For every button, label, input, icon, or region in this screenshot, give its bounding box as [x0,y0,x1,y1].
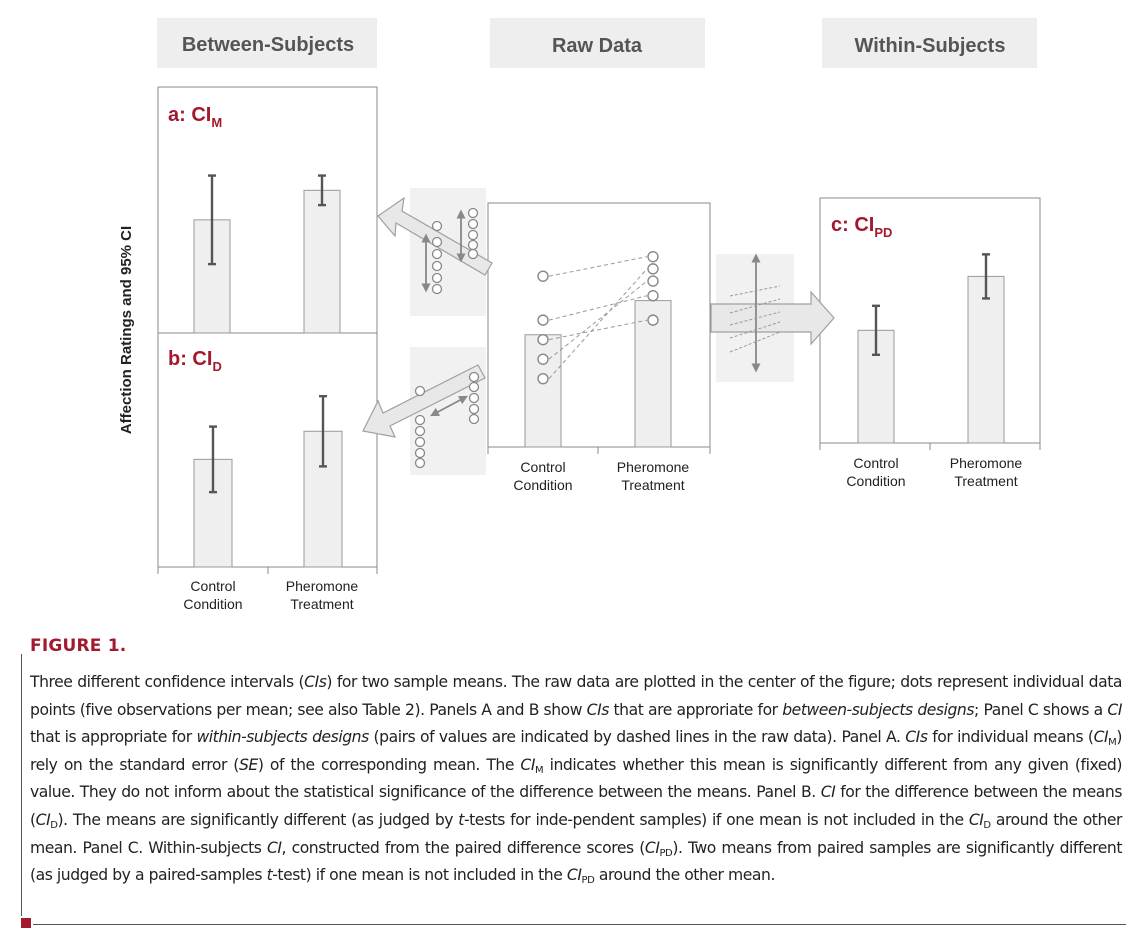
header-box-within [822,18,1037,68]
y-axis-label: Affection Ratings and 95% CI [118,226,135,434]
header-box-between [157,18,377,68]
raw-data-point-pheromone-0 [647,250,659,263]
raw-data-point-pheromone-3 [647,275,659,287]
panel-raw-ticks [487,447,711,454]
raw-mean-bar-0 [524,334,562,448]
raw-data-point-control-4 [537,372,549,385]
bottom-accent-square [21,918,31,928]
raw-pair-line-0 [548,256,648,277]
panel-c-bar-1 [967,275,1005,444]
raw-pair-line-2 [548,319,648,341]
panel-a-bar-1 [303,189,341,334]
caption-accent-rule [21,654,22,916]
panel-a-frame [157,86,378,333]
figure-caption-text: Three different confidence intervals (CI… [30,673,1123,887]
panel-b-title: b: CID [168,348,222,374]
arrow-to-panel-a [377,188,493,316]
figure-caption-heading: FIGURE 1. [30,636,127,656]
raw-data-point-pheromone-2 [647,314,659,326]
arrow-to-panel-c [710,253,835,382]
raw-pair-line-4 [548,268,648,380]
panel-b-ticks [157,567,378,574]
panel-a-title: a: CIM [168,104,222,130]
raw-pair-line-3 [548,280,648,360]
header-box-raw [490,18,705,68]
header-between-subjects: Between-Subjects [182,34,354,56]
raw-data-point-pheromone-4 [647,263,659,275]
raw-data-point-control-2 [537,333,549,346]
raw-data-point-control-1 [537,314,549,326]
raw-pair-line-1 [548,295,648,321]
raw-data-point-control-3 [537,353,549,365]
header-within-subjects: Within-Subjects [855,35,1006,57]
panel-b-xlabel-pheromone: Pheromone Treatment [286,578,359,612]
raw-data-point-control-0 [537,270,549,282]
panel-c-xlabel-control: Control Condition [846,455,905,489]
plot-layer [193,174,1005,568]
bottom-rule [33,924,1126,925]
figure-graphic: Between-Subjects Raw Data Within-Subject… [118,18,1041,612]
panel-b-xlabel-control: Control Condition [183,578,242,612]
panel-c-ticks [819,443,1041,450]
header-raw-data: Raw Data [552,35,643,57]
panel-raw-xlabel-control: Control Condition [513,459,572,493]
panel-c-xlabel-pheromone: Pheromone Treatment [950,455,1023,489]
panel-c-title: c: CIPD [831,214,892,240]
panel-raw-xlabel-pheromone: Pheromone Treatment [617,459,690,493]
panel-raw-frame [487,202,711,448]
arrow-to-panel-b [362,347,486,475]
raw-data-point-pheromone-1 [647,290,659,302]
